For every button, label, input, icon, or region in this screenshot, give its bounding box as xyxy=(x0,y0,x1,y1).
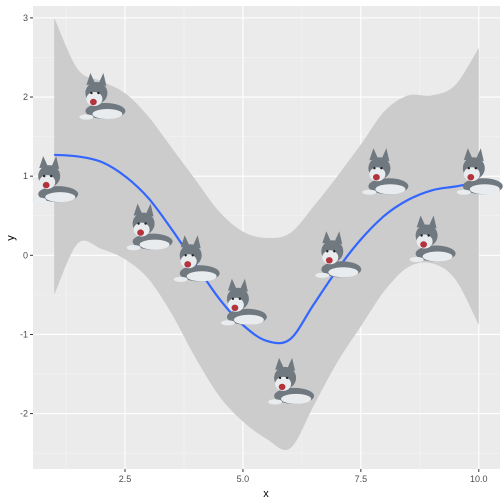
husky-paw xyxy=(220,320,235,326)
husky-point-marker xyxy=(362,148,409,195)
husky-chest xyxy=(422,251,453,262)
husky-point-marker xyxy=(315,231,362,278)
husky-eye xyxy=(231,297,235,300)
husky-left-ear xyxy=(180,235,190,248)
husky-eye xyxy=(467,167,470,170)
husky-point-marker xyxy=(409,215,456,263)
husky-left-ear xyxy=(39,156,49,169)
husky-paw xyxy=(456,189,471,195)
husky-eye xyxy=(97,91,100,95)
husky-eye xyxy=(326,250,329,253)
husky-left-ear xyxy=(369,148,379,161)
husky-point-marker xyxy=(220,278,267,326)
husky-right-ear xyxy=(145,203,154,217)
husky-mouth xyxy=(184,261,192,268)
husky-point-marker xyxy=(32,156,79,203)
husky-mouth xyxy=(137,229,144,236)
loess-smooth-line xyxy=(54,153,479,345)
husky-right-ear xyxy=(239,278,248,292)
husky-right-ear xyxy=(475,148,484,162)
husky-left-ear xyxy=(133,203,143,216)
husky-eye xyxy=(191,254,194,257)
husky-eye xyxy=(333,250,336,253)
husky-mouth xyxy=(231,304,239,311)
x-tick-label: 2.5 xyxy=(119,474,132,484)
husky-eye xyxy=(380,167,383,170)
husky-chest xyxy=(233,314,264,325)
husky-paw xyxy=(173,276,188,282)
husky-eye xyxy=(278,376,282,380)
husky-point-marker xyxy=(456,148,503,195)
husky-eye xyxy=(90,91,93,95)
husky-eye xyxy=(373,167,376,170)
husky-eye xyxy=(427,234,430,237)
husky-chest xyxy=(139,239,170,250)
husky-left-ear xyxy=(275,357,285,370)
husky-left-ear xyxy=(463,148,473,161)
husky-eye xyxy=(184,254,187,257)
husky-chest xyxy=(469,184,500,195)
x-tick-label: 5.0 xyxy=(237,474,250,484)
y-tick-label: 0 xyxy=(23,250,28,260)
husky-mouth xyxy=(42,181,50,189)
husky-eye xyxy=(50,174,53,178)
husky-right-ear xyxy=(287,357,296,371)
husky-chest xyxy=(186,271,217,282)
husky-left-ear xyxy=(322,231,332,244)
husky-point-marker xyxy=(126,203,173,251)
y-tick-label: -1 xyxy=(20,329,28,339)
husky-eye xyxy=(238,297,242,300)
y-tick-label: -2 xyxy=(20,409,28,419)
y-axis-title: y xyxy=(5,235,17,241)
husky-mouth xyxy=(90,98,97,106)
husky-right-ear xyxy=(51,156,60,170)
husky-chest xyxy=(328,267,359,278)
husky-paw xyxy=(362,189,377,195)
husky-paw xyxy=(32,197,47,203)
husky-eye xyxy=(285,376,289,380)
husky-eye xyxy=(43,174,46,178)
y-tick-label: 2 xyxy=(23,92,28,102)
husky-paw xyxy=(315,272,330,278)
husky-chest xyxy=(92,109,123,119)
husky-right-ear xyxy=(192,235,201,249)
husky-eye xyxy=(137,222,140,225)
data-points xyxy=(32,73,503,405)
husky-eye xyxy=(420,234,423,237)
husky-paw xyxy=(126,245,141,251)
husky-point-marker xyxy=(268,357,315,405)
husky-mouth xyxy=(467,174,475,181)
husky-paw xyxy=(79,114,94,120)
husky-point-marker xyxy=(79,73,126,120)
husky-left-ear xyxy=(416,215,426,228)
husky-mouth xyxy=(325,257,333,264)
husky-eye xyxy=(144,222,147,225)
y-tick-label: 3 xyxy=(23,13,28,23)
husky-right-ear xyxy=(98,73,107,86)
husky-paw xyxy=(409,256,424,263)
y-tick-label: 1 xyxy=(23,171,28,181)
husky-mouth xyxy=(278,383,286,391)
husky-mouth xyxy=(373,174,380,181)
husky-chest xyxy=(45,192,76,203)
husky-mouth xyxy=(420,241,427,248)
husky-right-ear xyxy=(334,231,343,245)
x-axis-title: x xyxy=(263,488,269,500)
husky-chest xyxy=(281,393,312,404)
husky-left-ear xyxy=(227,278,237,291)
husky-chest xyxy=(375,184,406,195)
x-tick-label: 10.0 xyxy=(470,474,488,484)
husky-left-ear xyxy=(86,73,96,85)
axis-ticks: 2.5 5.0 7.5 10.0 -2 -1 0 1 2 3 xyxy=(20,13,488,484)
husky-paw xyxy=(268,399,283,405)
husky-point-marker xyxy=(173,235,220,282)
x-tick-label: 7.5 xyxy=(355,474,368,484)
husky-right-ear xyxy=(381,148,390,162)
husky-eye xyxy=(474,167,477,170)
husky-right-ear xyxy=(428,215,437,229)
